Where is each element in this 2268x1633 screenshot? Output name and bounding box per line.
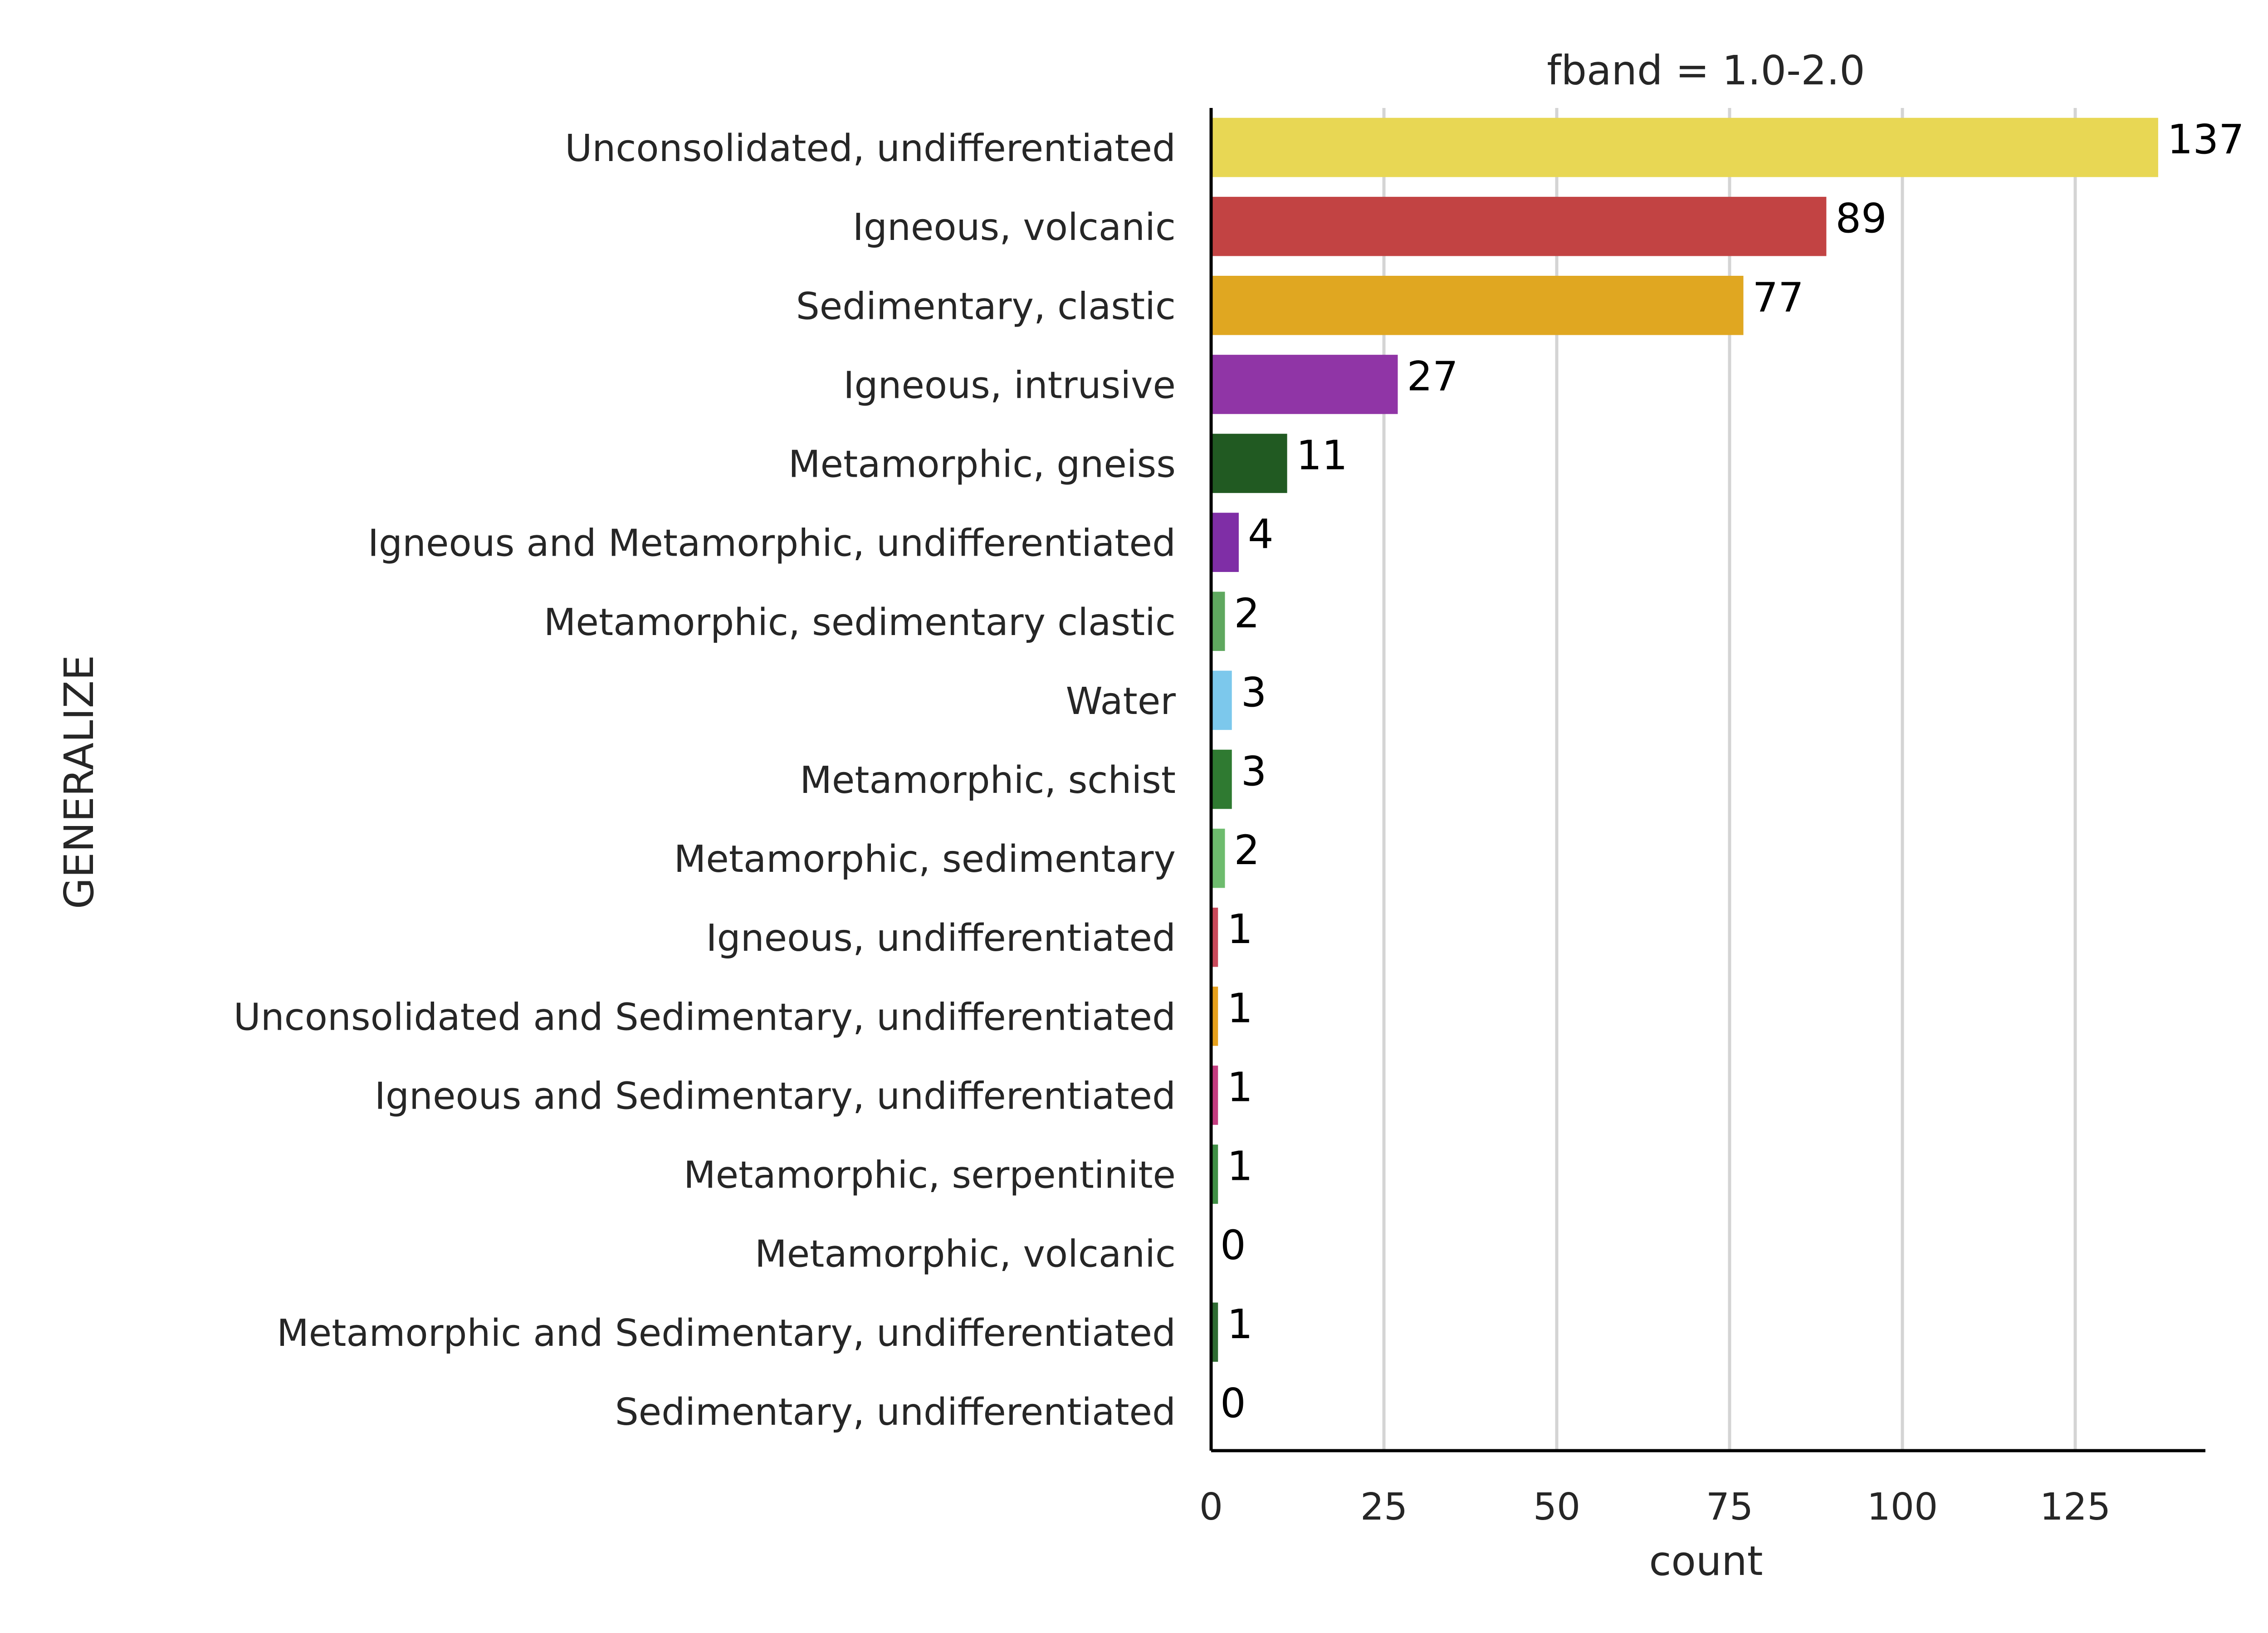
x-tick-label: 25: [1360, 1486, 1408, 1529]
bar: [1211, 513, 1239, 572]
data-label: 11: [1296, 432, 1348, 479]
bar: [1211, 749, 1232, 809]
category-label: Metamorphic, serpentinite: [684, 1154, 1176, 1197]
data-label: 2: [1234, 590, 1260, 637]
data-label: 4: [1248, 511, 1274, 558]
data-label: 1: [1227, 1301, 1253, 1348]
category-label: Metamorphic, sedimentary: [674, 838, 1176, 881]
x-tick-labels: 0 25 50 75 100 125: [1199, 1486, 2111, 1529]
chart-title: fband = 1.0-2.0: [1547, 47, 1865, 94]
bar: [1211, 907, 1218, 967]
category-label: Metamorphic, gneiss: [788, 443, 1176, 486]
bar: [1211, 196, 1827, 256]
data-label: 1: [1227, 905, 1253, 953]
category-label: Igneous and Metamorphic, undifferentiate…: [368, 522, 1176, 565]
category-label: Unconsolidated and Sedimentary, undiffer…: [234, 996, 1176, 1039]
bar: [1211, 670, 1232, 730]
category-label: Metamorphic, schist: [800, 759, 1176, 802]
data-label: 1: [1227, 1063, 1253, 1110]
category-label: Igneous, volcanic: [853, 206, 1176, 249]
category-label: Sedimentary, clastic: [796, 285, 1176, 328]
data-label: 77: [1752, 274, 1804, 321]
data-label: 3: [1241, 748, 1267, 795]
data-label: 137: [2167, 116, 2244, 163]
data-label: 89: [1835, 195, 1887, 242]
y-axis-title: GENERALIZE: [55, 655, 103, 909]
data-label: 3: [1241, 669, 1267, 716]
category-label: Igneous, undifferentiated: [706, 917, 1176, 960]
x-tick-label: 125: [2040, 1486, 2111, 1529]
category-label: Sedimentary, undifferentiated: [615, 1391, 1176, 1434]
data-label: 27: [1407, 352, 1458, 400]
category-label: Unconsolidated, undifferentiated: [565, 127, 1176, 170]
bar: [1211, 355, 1398, 414]
bar: [1211, 117, 2158, 177]
bar: [1211, 434, 1287, 493]
category-label: Igneous, intrusive: [843, 364, 1176, 407]
bar: [1211, 1066, 1218, 1125]
category-label: Water: [1066, 680, 1176, 723]
data-label: 1: [1227, 1143, 1253, 1190]
bar: [1211, 828, 1225, 888]
category-labels: Unconsolidated, undifferentiated Igneous,…: [234, 127, 1176, 1434]
category-label: Igneous and Sedimentary, undifferentiate…: [375, 1075, 1176, 1118]
category-label: Metamorphic, sedimentary clastic: [544, 601, 1176, 644]
bar: [1211, 1302, 1218, 1362]
bar: [1211, 592, 1225, 651]
data-label: 0: [1220, 1222, 1246, 1269]
x-tick-label: 75: [1706, 1486, 1753, 1529]
bar: [1211, 1144, 1218, 1204]
x-axis-title: count: [1649, 1537, 1763, 1584]
category-label: Metamorphic and Sedimentary, undifferent…: [277, 1312, 1176, 1355]
bars: [1211, 117, 2158, 1362]
data-label: 2: [1234, 826, 1260, 874]
x-tick-label: 50: [1533, 1486, 1580, 1529]
bar: [1211, 987, 1218, 1046]
category-label: Metamorphic, volcanic: [755, 1233, 1176, 1276]
x-tick-label: 0: [1199, 1486, 1223, 1529]
x-tick-label: 100: [1867, 1486, 1938, 1529]
bar: [1211, 276, 1744, 335]
data-label: 1: [1227, 984, 1253, 1032]
data-label: 0: [1220, 1379, 1246, 1427]
